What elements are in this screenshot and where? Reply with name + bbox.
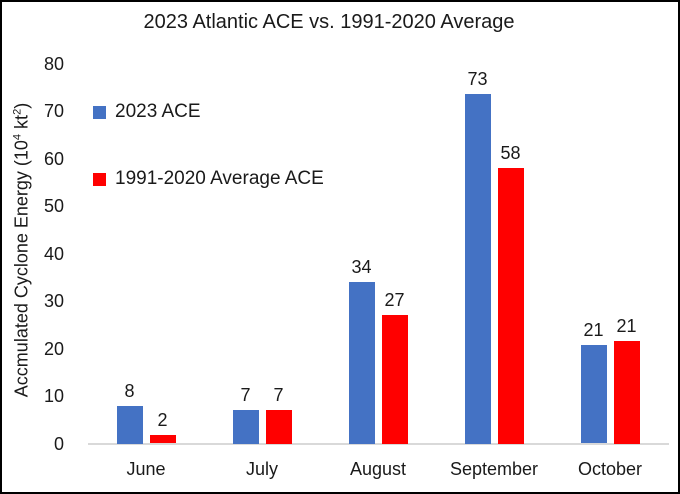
value-label-2023-ace-september: 73 bbox=[467, 69, 488, 90]
bar-2023-ace-june bbox=[116, 405, 143, 444]
y-tick-50: 50 bbox=[43, 196, 64, 216]
y-tick-0: 0 bbox=[53, 433, 64, 454]
legend-item-1991-2020-average-ace: 1991-2020 Average ACE bbox=[93, 168, 324, 190]
bar-1991-2020-average-ace-july bbox=[265, 410, 292, 444]
value-label-2023-ace-october: 21 bbox=[583, 319, 604, 340]
y-tick-40: 40 bbox=[43, 243, 64, 264]
value-label-2023-ace-june: 8 bbox=[124, 380, 135, 401]
y-tick-30: 30 bbox=[43, 291, 64, 311]
value-label-1991-2020-average-ace-august: 27 bbox=[384, 290, 405, 311]
x-label-june: June bbox=[126, 459, 166, 479]
bar-2023-ace-october bbox=[580, 344, 607, 444]
bar-1991-2020-average-ace-august bbox=[381, 315, 408, 444]
x-axis-line bbox=[88, 443, 669, 445]
y-tick-60: 60 bbox=[43, 148, 64, 169]
bar-2023-ace-july bbox=[232, 410, 259, 444]
bar-2023-ace-august bbox=[348, 282, 375, 444]
value-label-1991-2020-average-ace-june: 2 bbox=[157, 410, 168, 431]
legend-item-2023-ace: 2023 ACE bbox=[93, 101, 201, 123]
y-tick-20: 20 bbox=[43, 338, 64, 359]
bar-1991-2020-average-ace-september bbox=[497, 168, 524, 444]
legend-label-1991-2020-average-ace: 1991-2020 Average ACE bbox=[115, 168, 324, 189]
value-label-2023-ace-july: 7 bbox=[240, 385, 251, 406]
bar-1991-2020-average-ace-june bbox=[149, 435, 176, 444]
chart-title: 2023 Atlantic ACE vs. 1991-2020 Average bbox=[143, 11, 515, 33]
y-tick-10: 10 bbox=[43, 386, 64, 406]
y-tick-70: 70 bbox=[43, 101, 64, 121]
value-label-2023-ace-august: 34 bbox=[351, 257, 372, 277]
bar-2023-ace-september bbox=[464, 94, 491, 444]
x-label-september: September bbox=[449, 459, 539, 479]
x-label-august: August bbox=[349, 459, 407, 479]
legend-swatch-2023-ace bbox=[93, 105, 106, 119]
y-tick-80: 80 bbox=[43, 53, 64, 74]
legend-swatch-1991-2020-average-ace bbox=[93, 172, 106, 186]
x-label-july: July bbox=[245, 459, 278, 479]
value-label-1991-2020-average-ace-october: 21 bbox=[616, 316, 637, 337]
legend-label-2023-ace: 2023 ACE bbox=[115, 101, 201, 122]
value-label-1991-2020-average-ace-july: 7 bbox=[273, 385, 284, 406]
value-label-1991-2020-average-ace-september: 58 bbox=[500, 143, 521, 163]
x-label-october: October bbox=[577, 459, 643, 479]
bar-1991-2020-average-ace-october bbox=[613, 341, 640, 444]
